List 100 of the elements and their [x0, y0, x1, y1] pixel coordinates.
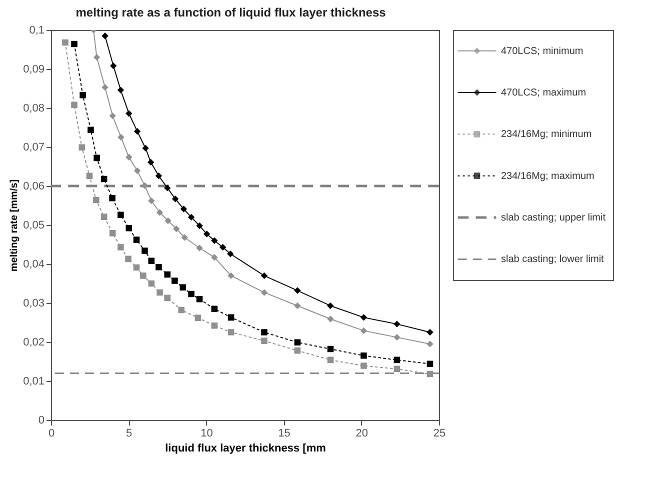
point	[204, 230, 210, 238]
legend-label: 234/16Mg; maximum	[501, 170, 594, 182]
point	[133, 236, 140, 243]
point	[181, 234, 188, 241]
point	[211, 237, 218, 244]
point	[211, 306, 218, 312]
legend-label: slab casting; lower limit	[501, 254, 604, 266]
point	[327, 356, 334, 364]
point	[88, 126, 94, 133]
point	[360, 352, 367, 359]
point	[228, 314, 234, 321]
point	[109, 112, 116, 119]
point	[148, 159, 154, 166]
point	[327, 346, 334, 352]
point	[228, 329, 234, 336]
point	[220, 244, 226, 250]
y-tick-label: 0,04	[23, 258, 44, 270]
point	[110, 62, 117, 70]
point	[164, 218, 172, 224]
point	[118, 134, 124, 140]
point	[142, 182, 148, 189]
y-tick-label: 0,03	[23, 298, 44, 310]
point	[227, 250, 234, 258]
point	[142, 145, 149, 152]
point	[261, 289, 268, 296]
point	[327, 302, 334, 309]
point	[164, 271, 171, 278]
point	[294, 347, 301, 354]
point	[134, 128, 140, 135]
y-tick-label: 0,05	[23, 220, 44, 232]
point	[78, 144, 86, 151]
point	[426, 360, 434, 367]
point	[86, 172, 93, 180]
point	[125, 256, 132, 262]
y-tick-label: 0,07	[23, 142, 44, 154]
chart-title: melting rate as a function of liquid flux layer thickness	[76, 6, 386, 20]
point	[164, 184, 171, 192]
point	[360, 328, 367, 334]
point	[94, 54, 100, 60]
point	[261, 272, 268, 279]
point	[118, 212, 124, 218]
point	[360, 314, 367, 321]
point	[426, 340, 434, 348]
point	[194, 314, 202, 321]
point	[109, 230, 116, 236]
point	[164, 294, 171, 302]
x-tick-label: 25	[433, 428, 446, 440]
x-tick-label: 10	[200, 428, 213, 440]
point	[126, 154, 132, 160]
y-tick-label: 0,01	[23, 376, 44, 388]
point	[148, 258, 155, 264]
point	[327, 316, 334, 322]
point	[180, 284, 186, 291]
x-axis-title: liquid flux layer thickness [mm	[165, 442, 326, 454]
point	[172, 278, 178, 284]
point	[172, 196, 178, 202]
point	[294, 287, 301, 294]
point	[178, 306, 185, 314]
point	[196, 296, 203, 302]
point	[211, 322, 218, 329]
point	[228, 272, 234, 279]
point	[156, 264, 162, 270]
point	[126, 224, 132, 232]
x-tick-label: 15	[278, 428, 290, 440]
y-axis-title: melting rate [mm/s]	[9, 179, 20, 272]
point	[173, 226, 180, 232]
point	[118, 244, 124, 250]
point	[188, 290, 194, 298]
point	[156, 209, 163, 216]
y-tick-label: 0,06	[23, 180, 44, 192]
point	[360, 362, 367, 369]
point	[156, 172, 162, 180]
point	[211, 254, 218, 261]
y-tick-label: 0,1	[29, 24, 44, 36]
point	[100, 214, 108, 220]
point	[394, 320, 400, 328]
legend-label: 470LCS; maximum	[501, 88, 586, 98]
point	[134, 168, 140, 174]
point	[394, 334, 400, 340]
point	[188, 214, 194, 220]
y-tick-label: 0,02	[23, 336, 44, 348]
point	[261, 329, 268, 336]
point	[133, 264, 140, 271]
point	[142, 248, 148, 254]
x-tick-label: 20	[356, 428, 368, 440]
point	[148, 280, 155, 287]
point	[180, 206, 187, 212]
point	[196, 222, 203, 229]
point	[426, 329, 434, 336]
point	[93, 196, 100, 204]
point	[118, 86, 124, 94]
point	[156, 289, 163, 296]
point	[426, 370, 434, 378]
x-tick-label: 5	[126, 428, 132, 440]
point	[100, 176, 108, 182]
point	[140, 272, 146, 279]
y-tick-label: 0,08	[23, 102, 44, 114]
point	[71, 102, 78, 108]
y-tick-label: 0,09	[23, 64, 44, 76]
point	[94, 154, 100, 162]
